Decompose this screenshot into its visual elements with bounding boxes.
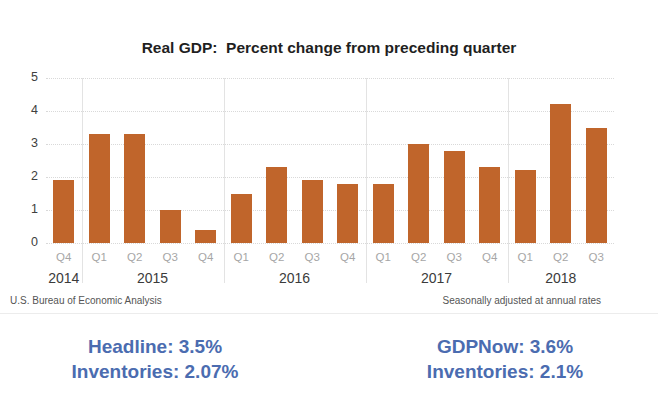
x-tick-quarter: Q2 (401, 251, 437, 263)
bar (231, 194, 252, 244)
y-tick-label: 0 (0, 235, 38, 249)
x-tick-quarter: Q1 (366, 251, 402, 263)
x-tick-year: 2014 (46, 270, 82, 286)
y-gridline (46, 78, 614, 79)
y-tick-label: 4 (0, 103, 38, 117)
x-tick-quarter: Q4 (46, 251, 82, 263)
x-tick-year: 2018 (508, 270, 615, 286)
adjustment-note: Seasonally adjusted at annual rates (443, 295, 601, 306)
bar (160, 210, 181, 243)
annotation-gdpnow-line2: Inventories: 2.1% (375, 359, 635, 384)
x-tick-quarter: Q2 (543, 251, 579, 263)
chart-title: Real GDP: Percent change from preceding … (0, 39, 658, 57)
bar (195, 230, 216, 243)
y-gridline (46, 243, 614, 244)
y-tick-label: 3 (0, 136, 38, 150)
y-tick-label: 2 (0, 169, 38, 183)
annotation-headline-line2: Inventories: 2.07% (20, 359, 290, 384)
y-tick-label: 5 (0, 70, 38, 84)
screen: Real GDP: Percent change from preceding … (0, 0, 658, 413)
bar (479, 167, 500, 243)
bar (515, 170, 536, 243)
bar (550, 104, 571, 243)
bar (337, 184, 358, 243)
bar (586, 128, 607, 244)
x-tick-quarter: Q3 (153, 251, 189, 263)
x-tick-quarter: Q2 (259, 251, 295, 263)
bar (408, 144, 429, 243)
bar (373, 184, 394, 243)
x-tick-quarter: Q1 (224, 251, 260, 263)
y-tick-label: 1 (0, 202, 38, 216)
bar (444, 151, 465, 243)
annotation-headline: Headline: 3.5% Inventories: 2.07% (20, 334, 290, 384)
annotation-headline-line1: Headline: 3.5% (20, 334, 290, 359)
y-gridline (46, 111, 614, 112)
source-note: U.S. Bureau of Economic Analysis (10, 295, 162, 306)
x-tick-year: 2017 (366, 270, 508, 286)
chart-image-bottom-edge (0, 313, 658, 314)
x-tick-quarter: Q4 (188, 251, 224, 263)
x-tick-quarter: Q3 (437, 251, 473, 263)
x-tick-quarter: Q3 (579, 251, 615, 263)
x-tick-quarter: Q1 (82, 251, 118, 263)
bar (53, 180, 74, 243)
x-tick-quarter: Q3 (295, 251, 331, 263)
x-tick-quarter: Q2 (117, 251, 153, 263)
annotation-gdpnow: GDPNow: 3.6% Inventories: 2.1% (375, 334, 635, 384)
bar (266, 167, 287, 243)
x-tick-year: 2015 (82, 270, 224, 286)
x-tick-year: 2016 (224, 270, 366, 286)
bar (124, 134, 145, 243)
x-tick-quarter: Q1 (508, 251, 544, 263)
bar (302, 180, 323, 243)
bar (89, 134, 110, 243)
annotation-gdpnow-line1: GDPNow: 3.6% (375, 334, 635, 359)
x-tick-quarter: Q4 (472, 251, 508, 263)
x-tick-quarter: Q4 (330, 251, 366, 263)
